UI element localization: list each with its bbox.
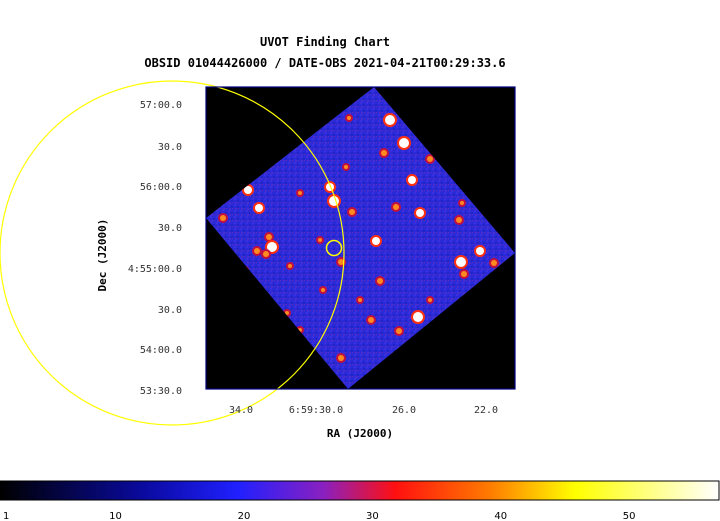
colorbar-tick-label: 40 xyxy=(494,511,507,521)
star-core xyxy=(456,217,462,223)
colorbar-tick-label: 50 xyxy=(623,511,636,521)
y-axis-label: Dec (J2000) xyxy=(96,219,109,292)
y-axis-ticks: 57:00.0 30.0 56:00.0 30.0 4:55:00.0 30.0 54:00… xyxy=(128,100,182,397)
image-panel xyxy=(206,87,515,389)
star-core xyxy=(476,247,484,255)
y-tick-label: 56:00.0 xyxy=(140,182,182,193)
star-core xyxy=(321,288,325,292)
y-tick-label: 4:55:00.0 xyxy=(128,264,182,275)
star-core xyxy=(413,312,423,322)
star-core xyxy=(399,138,409,148)
y-tick-label: 30.0 xyxy=(158,223,182,234)
error-region-circle xyxy=(0,80,345,426)
x-tick-label: 26.0 xyxy=(392,405,416,416)
star-core xyxy=(267,242,277,252)
x-axis-ticks: 34.0 6:59:30.0 26.0 22.0 xyxy=(229,405,498,416)
star-core xyxy=(377,278,383,284)
star-core xyxy=(288,264,292,268)
exposure-footprint xyxy=(206,87,515,389)
star-core xyxy=(220,215,226,221)
x-axis-label: RA (J2000) xyxy=(327,427,393,440)
star-core xyxy=(255,204,263,212)
x-tick-label: 6:59:30.0 xyxy=(289,405,343,416)
star-core xyxy=(385,115,395,125)
star-core xyxy=(254,248,260,254)
colorbar xyxy=(0,480,720,501)
star-core xyxy=(428,298,432,302)
star-core xyxy=(460,201,464,205)
star-core xyxy=(349,209,355,215)
colorbar-tick-label: 1 xyxy=(3,511,9,521)
x-tick-label: 34.0 xyxy=(229,405,253,416)
star-core xyxy=(318,238,322,242)
star-core xyxy=(338,259,344,265)
star-core xyxy=(381,150,387,156)
star-core xyxy=(244,186,252,194)
star-core xyxy=(358,298,362,302)
star-core xyxy=(263,251,269,257)
star-core xyxy=(393,204,399,210)
y-tick-label: 30.0 xyxy=(158,305,182,316)
star-core xyxy=(285,311,289,315)
colorbar-ticks: 1 10 20 30 40 50 xyxy=(3,511,635,521)
target-circle xyxy=(325,239,343,257)
star-core xyxy=(491,260,497,266)
star-core xyxy=(456,257,466,267)
colorbar-tick-label: 30 xyxy=(366,511,379,521)
plot-frame xyxy=(205,86,516,390)
star-core xyxy=(461,271,467,277)
y-tick-label: 54:00.0 xyxy=(140,345,182,356)
star-core xyxy=(427,156,433,162)
y-tick-label: 30.0 xyxy=(158,142,182,153)
chart-subtitle: OBSID 01044426000 / DATE-OBS 2021-04-21T… xyxy=(144,56,506,70)
star-core xyxy=(368,317,374,323)
x-tick-label: 22.0 xyxy=(474,405,498,416)
star-core xyxy=(266,234,272,240)
colorbar-tick-label: 10 xyxy=(109,511,122,521)
star-core xyxy=(416,209,424,217)
star-core xyxy=(408,176,416,184)
y-tick-label: 53:30.0 xyxy=(140,386,182,397)
colorbar-tick-label: 20 xyxy=(238,511,251,521)
star-core xyxy=(347,116,351,120)
chart-title: UVOT Finding Chart xyxy=(259,35,391,49)
y-tick-label: 57:00.0 xyxy=(140,100,182,111)
star-core xyxy=(298,191,302,195)
star-core xyxy=(344,165,348,169)
star-core xyxy=(372,237,380,245)
star-core xyxy=(338,355,344,361)
star-core xyxy=(396,328,402,334)
